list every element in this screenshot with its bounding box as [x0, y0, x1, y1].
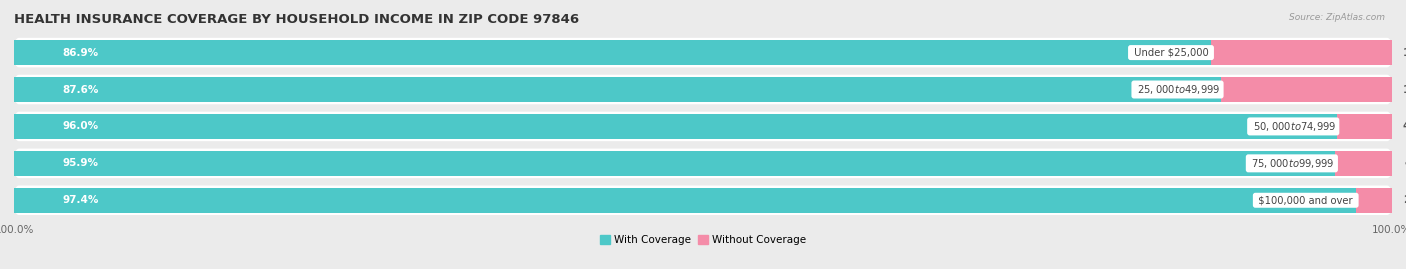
- Text: 86.9%: 86.9%: [62, 48, 98, 58]
- Bar: [1212, 40, 1392, 65]
- Bar: [14, 114, 1337, 139]
- FancyBboxPatch shape: [14, 186, 1392, 215]
- Bar: [14, 188, 1357, 213]
- FancyBboxPatch shape: [14, 38, 1392, 67]
- Bar: [14, 151, 1336, 176]
- Text: $25,000 to $49,999: $25,000 to $49,999: [1133, 83, 1220, 96]
- Bar: [14, 40, 1212, 65]
- Bar: [1337, 114, 1392, 139]
- FancyBboxPatch shape: [14, 112, 1392, 141]
- Text: 87.6%: 87.6%: [62, 84, 98, 94]
- Text: 97.4%: 97.4%: [62, 195, 98, 205]
- Bar: [1220, 77, 1392, 102]
- Legend: With Coverage, Without Coverage: With Coverage, Without Coverage: [596, 231, 810, 249]
- FancyBboxPatch shape: [14, 75, 1392, 104]
- Text: 4.2%: 4.2%: [1405, 158, 1406, 168]
- Text: 12.4%: 12.4%: [1403, 84, 1406, 94]
- Text: 95.9%: 95.9%: [62, 158, 98, 168]
- Text: $75,000 to $99,999: $75,000 to $99,999: [1249, 157, 1336, 170]
- Bar: [14, 77, 1220, 102]
- Text: 2.6%: 2.6%: [1403, 195, 1406, 205]
- Text: HEALTH INSURANCE COVERAGE BY HOUSEHOLD INCOME IN ZIP CODE 97846: HEALTH INSURANCE COVERAGE BY HOUSEHOLD I…: [14, 13, 579, 26]
- Text: 96.0%: 96.0%: [62, 121, 98, 132]
- Text: 4.0%: 4.0%: [1403, 121, 1406, 132]
- Text: 13.1%: 13.1%: [1403, 48, 1406, 58]
- Text: $50,000 to $74,999: $50,000 to $74,999: [1250, 120, 1337, 133]
- Bar: [1336, 151, 1393, 176]
- FancyBboxPatch shape: [14, 148, 1392, 178]
- Text: Under $25,000: Under $25,000: [1130, 48, 1212, 58]
- Text: Source: ZipAtlas.com: Source: ZipAtlas.com: [1289, 13, 1385, 22]
- Bar: [1357, 188, 1392, 213]
- Text: $100,000 and over: $100,000 and over: [1256, 195, 1357, 205]
